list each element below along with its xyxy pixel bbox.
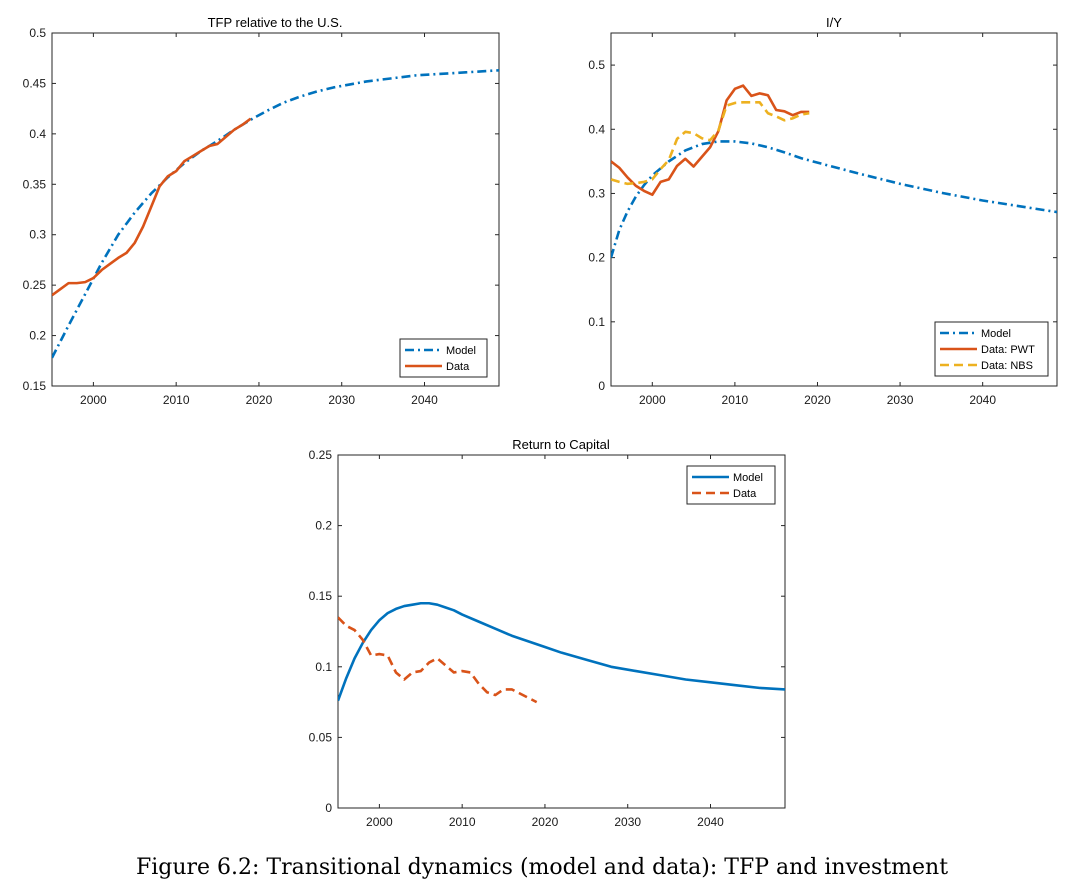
chart-return-ytick-label: 0 — [325, 801, 332, 815]
chart-tfp-xtick-label: 2020 — [246, 393, 273, 407]
chart-return-ytick-label: 0.05 — [309, 730, 333, 744]
chart-tfp-xtick-label: 2000 — [80, 393, 107, 407]
chart-iy-legend-label: Data: PWT — [981, 344, 1035, 356]
chart-iy-ytick-label: 0.3 — [588, 186, 605, 200]
chart-tfp-ytick-label: 0.35 — [23, 177, 47, 191]
chart-return-ytick-label: 0.15 — [309, 589, 333, 603]
chart-return-title: Return to Capital — [512, 437, 610, 452]
chart-return-series-model — [338, 601, 785, 702]
chart-iy-title: I/Y — [826, 15, 842, 30]
chart-return-legend — [686, 465, 776, 505]
chart-iy-xtick-label: 2010 — [722, 393, 749, 407]
chart-return-ytick-label: 0.2 — [315, 519, 332, 533]
chart-return-xtick-label: 2030 — [614, 815, 641, 829]
chart-iy: I/Y 2000 2010 2020 2030 2040 0 0.1 0.2 0.3 0.4 0.5… — [588, 15, 1058, 407]
chart-iy-series-data-pwt — [611, 84, 810, 197]
chart-tfp-legend-label: Model — [446, 345, 476, 357]
chart-tfp-frame — [51, 32, 500, 387]
chart-tfp-xtick-label: 2030 — [328, 393, 355, 407]
chart-iy-xtick-label: 2040 — [969, 393, 996, 407]
chart-iy-series-model — [611, 140, 1057, 259]
chart-iy-frame — [610, 32, 1058, 387]
chart-tfp-series-data — [52, 117, 252, 297]
chart-tfp-xtick-label: 2010 — [163, 393, 190, 407]
chart-tfp-xtick-label: 2040 — [411, 393, 438, 407]
figure-caption: Figure 6.2: Transitional dynamics (model… — [136, 855, 948, 880]
chart-tfp-ytick-label: 0.45 — [23, 76, 47, 90]
chart-return-ytick-label: 0.25 — [309, 448, 333, 462]
chart-tfp-ytick-label: 0.5 — [29, 26, 46, 40]
chart-tfp-series-model — [52, 69, 499, 359]
chart-iy-legend-label: Model — [981, 328, 1011, 340]
chart-iy-legend-label: Data: NBS — [981, 360, 1033, 372]
chart-iy-xtick-label: 2020 — [804, 393, 831, 407]
chart-tfp-ytick-label: 0.15 — [23, 379, 47, 393]
chart-return-series-data — [338, 616, 538, 704]
chart-tfp-ytick-label: 0.3 — [29, 228, 46, 242]
chart-return-frame — [337, 454, 786, 809]
chart-iy-xtick-label: 2030 — [887, 393, 914, 407]
chart-iy-xtick-label: 2000 — [639, 393, 666, 407]
chart-return-legend-label: Data — [733, 488, 757, 500]
chart-iy-ytick-label: 0.4 — [588, 122, 605, 136]
chart-iy-ytick-label: 0.2 — [588, 251, 605, 265]
chart-tfp-ytick-label: 0.25 — [23, 278, 47, 292]
chart-iy-ytick-label: 0.1 — [588, 315, 605, 329]
chart-tfp-ytick-label: 0.4 — [29, 127, 46, 141]
chart-tfp-legend-label: Data — [446, 361, 470, 373]
chart-return-xtick-label: 2010 — [449, 815, 476, 829]
chart-return-ytick-label: 0.1 — [315, 660, 332, 674]
chart-return-xtick-label: 2000 — [366, 815, 393, 829]
chart-tfp-title: TFP relative to the U.S. — [208, 15, 343, 30]
chart-return: Return to Capital 2000 2010 2020 2030 2040 0 0… — [309, 437, 786, 829]
chart-tfp-legend — [399, 338, 488, 378]
chart-tfp: TFP relative to the U.S. 2000 2010 2020 203… — [23, 15, 500, 407]
chart-return-xtick-label: 2040 — [697, 815, 724, 829]
chart-return-xtick-label: 2020 — [532, 815, 559, 829]
chart-return-legend-label: Model — [733, 472, 763, 484]
chart-tfp-ytick-label: 0.2 — [29, 329, 46, 343]
chart-iy-series-data-nbs — [611, 101, 810, 186]
chart-iy-ytick-label: 0 — [598, 379, 605, 393]
chart-iy-ytick-label: 0.5 — [588, 58, 605, 72]
